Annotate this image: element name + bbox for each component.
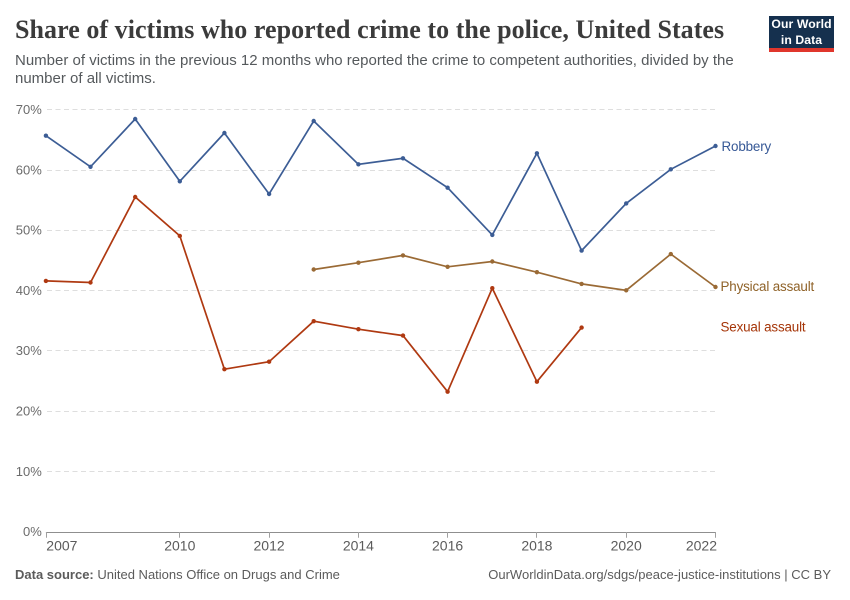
svg-text:2016: 2016	[432, 538, 463, 554]
svg-text:2020: 2020	[611, 538, 642, 554]
svg-text:70%: 70%	[16, 102, 42, 117]
svg-text:50%: 50%	[16, 223, 42, 238]
svg-text:20%: 20%	[16, 404, 42, 419]
svg-text:2012: 2012	[254, 538, 285, 554]
svg-text:2022: 2022	[686, 538, 717, 554]
svg-text:60%: 60%	[16, 162, 42, 177]
svg-text:Physical assault: Physical assault	[721, 279, 815, 294]
svg-text:Robbery: Robbery	[722, 139, 772, 154]
svg-text:30%: 30%	[16, 343, 42, 358]
svg-text:40%: 40%	[16, 283, 42, 298]
svg-text:2007: 2007	[46, 538, 77, 554]
svg-text:0%: 0%	[23, 524, 42, 539]
svg-text:2018: 2018	[521, 538, 552, 554]
svg-text:2014: 2014	[343, 538, 374, 554]
svg-text:Sexual assault: Sexual assault	[721, 319, 806, 334]
svg-text:2010: 2010	[164, 538, 195, 554]
svg-text:10%: 10%	[16, 464, 42, 479]
